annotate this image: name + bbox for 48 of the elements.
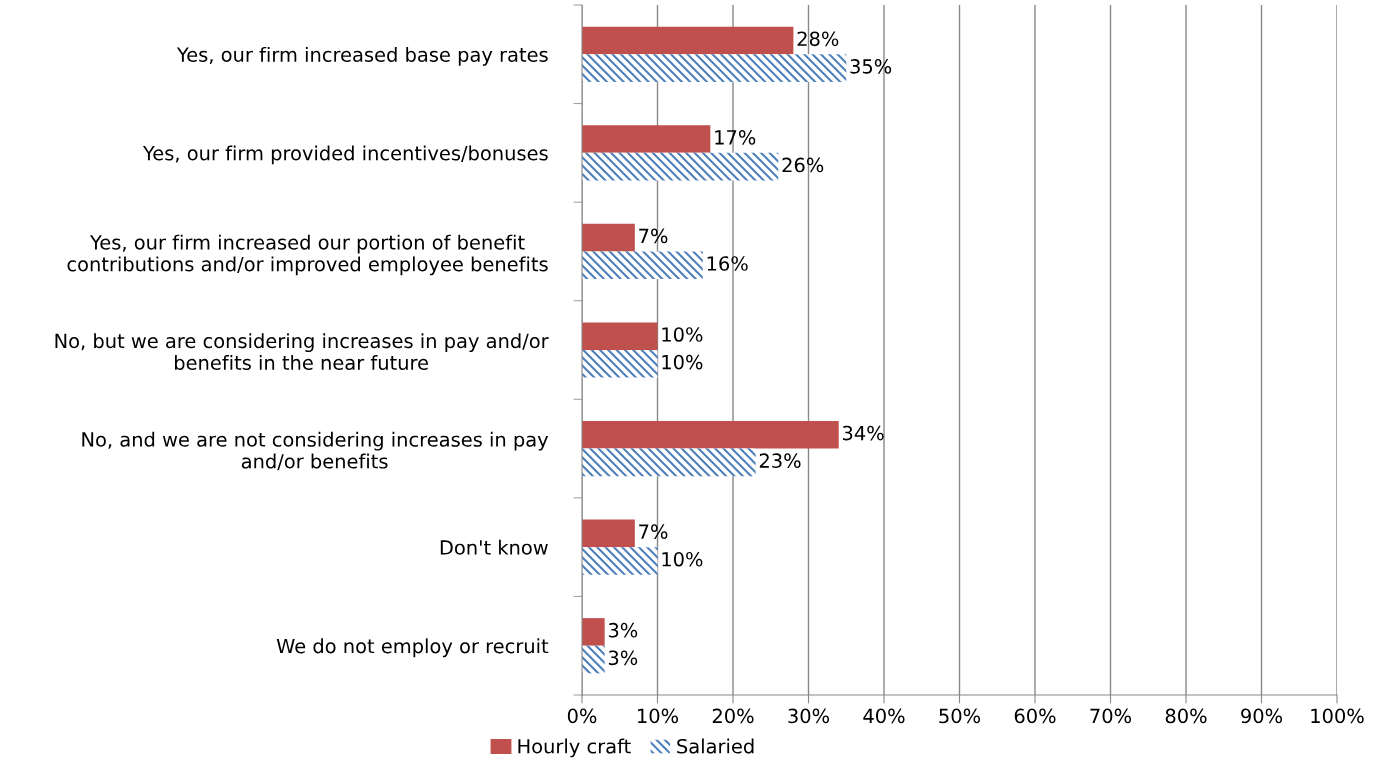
data-label: 7% (639, 228, 668, 244)
data-label: 23% (759, 453, 801, 469)
data-label: 10% (662, 327, 703, 342)
y-tick-label: We do not employ or recruit (276, 638, 549, 658)
bar (582, 645, 605, 674)
data-label: 10% (662, 354, 703, 370)
x-tick-label: 80% (1165, 708, 1207, 724)
data-label: 26% (782, 157, 824, 173)
y-tick-label: Yes, our firm increased base pay rates (176, 46, 548, 66)
data-label: 34% (842, 425, 884, 441)
data-label: 28% (797, 31, 839, 47)
y-tick-label: Don't know (440, 539, 548, 555)
bar (582, 448, 756, 477)
y-tick-label: No, and we are not considering increases in pay and/or benefits (82, 431, 549, 471)
bar (582, 152, 779, 181)
bar (582, 350, 658, 378)
bar (582, 618, 605, 646)
bar (582, 420, 839, 449)
x-tick-label: 60% (1014, 708, 1056, 724)
legend-label: Salaried (677, 738, 754, 754)
y-tick-label: Yes, our firm provided incentives/bonuses (142, 145, 548, 165)
data-label: 35% (850, 59, 892, 74)
x-tick-label: 10% (638, 708, 679, 724)
bar (582, 322, 658, 350)
x-tick-label: 30% (788, 708, 830, 724)
data-label: 16% (707, 256, 748, 271)
x-tick-label: 0% (567, 708, 597, 724)
bar (582, 125, 711, 153)
y-tick-label: Yes, our firm increased our portion of benefit contributions and/or improved employee benefits (67, 234, 548, 276)
x-tick-label: 100% (1311, 708, 1364, 724)
legend-label: Hourly craft (518, 738, 631, 758)
x-tick-label: 50% (939, 708, 981, 724)
data-label: 10% (662, 551, 703, 567)
x-tick-label: 20% (712, 708, 754, 724)
bar (582, 223, 635, 252)
bar (582, 54, 847, 82)
x-tick-label: 40% (863, 708, 905, 724)
bar (582, 251, 703, 280)
data-label: 17% (715, 129, 756, 145)
data-label: 3% (608, 650, 638, 666)
x-tick-label: 90% (1241, 708, 1283, 724)
data-label: 3% (608, 622, 638, 638)
x-tick-label: 70% (1090, 708, 1132, 724)
data-label: 7% (639, 524, 668, 539)
bar (582, 547, 658, 575)
bar (582, 26, 794, 55)
bar (582, 519, 635, 548)
y-tick-label: No, but we are considering increases in pay and/or benefits in the near future (55, 333, 549, 371)
